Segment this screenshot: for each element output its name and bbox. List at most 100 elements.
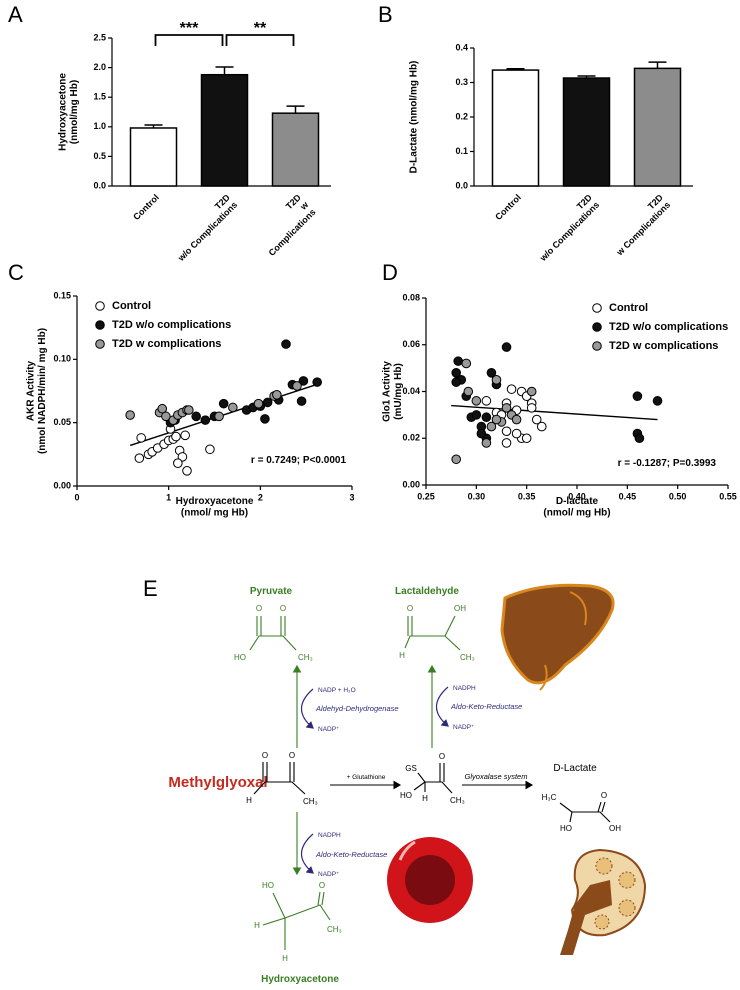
x-tick-label: 0.35: [518, 491, 536, 501]
liver-icon: [500, 583, 615, 691]
scatter-point: [218, 398, 229, 409]
atom-label: O: [407, 604, 413, 613]
atom-label: CH₃: [450, 796, 465, 805]
atom-label: H₃C: [542, 793, 557, 802]
atom-label: HO: [560, 824, 572, 833]
scatter-point: [481, 412, 492, 423]
y-tick-label: 0.06: [402, 339, 420, 349]
significance-bracket: [225, 34, 295, 46]
scatter-point: [228, 402, 238, 413]
compound-name: Methylglyoxal: [168, 774, 267, 791]
atom-label: H: [254, 921, 260, 930]
kidney-icon: [560, 848, 647, 955]
molecule-bonds: [404, 615, 461, 651]
y-tick-label: 0.00: [402, 479, 420, 489]
scatter-point: [453, 356, 464, 366]
fit-line: [129, 382, 321, 447]
scatter-point: [262, 397, 273, 408]
scatter-point: [511, 414, 522, 425]
scatter-point: [481, 396, 492, 406]
atom-label: O: [262, 751, 268, 760]
bar: [491, 69, 540, 187]
cofactor-arc: [300, 688, 314, 729]
scatter-point: [451, 368, 462, 378]
x-tick-label: 2: [258, 492, 263, 502]
scatter-point: [632, 391, 643, 401]
scatter-point: [272, 390, 282, 400]
scatter-point: [173, 458, 183, 469]
scatter-point: [298, 376, 309, 386]
legend-marker: [95, 301, 105, 311]
y-tick-label: 0.15: [53, 290, 71, 300]
y-tick-label: 0.08: [402, 292, 420, 302]
scatter-point: [521, 433, 532, 444]
scatter-point: [481, 438, 492, 448]
x-tick-label: 0.40: [568, 491, 586, 501]
legend-label: T2D w/o complications: [112, 319, 231, 331]
x-tick-label: 0.25: [417, 491, 435, 501]
y-tick-label: 0.5: [93, 151, 106, 161]
compound-name: Lactaldehyde: [395, 586, 459, 597]
scatter-point: [182, 466, 192, 476]
significance-label: **: [254, 20, 267, 37]
scatter-point: [486, 421, 497, 432]
y-tick-label: 0.0: [93, 180, 106, 190]
atom-label: HO: [234, 653, 246, 662]
y-tick-label: 0.02: [402, 433, 420, 443]
atom-label: H: [246, 796, 252, 805]
legend-marker: [95, 339, 105, 349]
molecule-bonds: [253, 762, 306, 795]
scatter-point: [634, 433, 645, 444]
scatter-point: [501, 342, 512, 352]
scatter-point: [506, 384, 517, 394]
atom-label: O: [319, 881, 325, 890]
scatter-point: [461, 358, 472, 369]
panel-letter: D: [382, 260, 398, 285]
fit-line: [451, 404, 658, 421]
atom-label: GS: [405, 764, 417, 773]
scatter-point: [526, 403, 537, 413]
molecule-bonds: [559, 801, 611, 823]
legend-label: Control: [112, 300, 151, 312]
molecule-bonds: [413, 763, 453, 794]
legend-marker: [95, 320, 105, 330]
scatter-point: [214, 411, 224, 422]
legend-label: T2D w/o complications: [609, 321, 728, 333]
x-tick-label: 1: [166, 492, 171, 502]
x-tick-label: Control: [493, 192, 523, 222]
scatter-point: [200, 415, 211, 425]
scatter-point: [205, 444, 215, 455]
y-tick-label: 0.00: [53, 480, 71, 490]
y-tick-label: 0.05: [53, 417, 71, 427]
legend-marker: [592, 322, 602, 332]
x-tick-label: T2DwComplications: [252, 192, 318, 258]
scatter-point: [501, 403, 512, 413]
cofactor: NADP + H₂O: [318, 687, 356, 694]
legend-marker: [592, 341, 602, 351]
legend-label: Control: [609, 302, 648, 314]
scatter-point: [501, 438, 512, 448]
scatter-point: [501, 426, 512, 437]
x-tick-label: 3: [349, 492, 354, 502]
y-axis-label: D-Lactate (nmol/mg Hb): [409, 61, 420, 174]
cofactor: NADP⁺: [318, 726, 340, 733]
y-tick-label: 1.5: [93, 92, 106, 102]
scatter-point: [471, 410, 482, 420]
atom-label: O: [601, 791, 607, 800]
scatter-point: [180, 430, 190, 441]
scatter-point: [652, 396, 663, 406]
scatter-point: [451, 377, 462, 387]
scatter-point: [292, 381, 302, 391]
atom-label: HO: [262, 881, 274, 890]
scatter-point: [511, 428, 522, 439]
x-tick-label: T2Dw/o Complications: [530, 192, 602, 264]
x-tick-label: 0.55: [719, 491, 737, 501]
molecule-bonds: [249, 616, 297, 651]
scatter-point: [177, 452, 188, 462]
y-axis-label: Glo1 Activity(mU/mg Hb): [381, 361, 404, 422]
annotation: r = -0.1287; P=0.3993: [618, 458, 717, 469]
atom-label: O: [280, 604, 286, 613]
y-tick-label: 2.5: [93, 32, 106, 42]
significance-bracket: [154, 34, 224, 46]
